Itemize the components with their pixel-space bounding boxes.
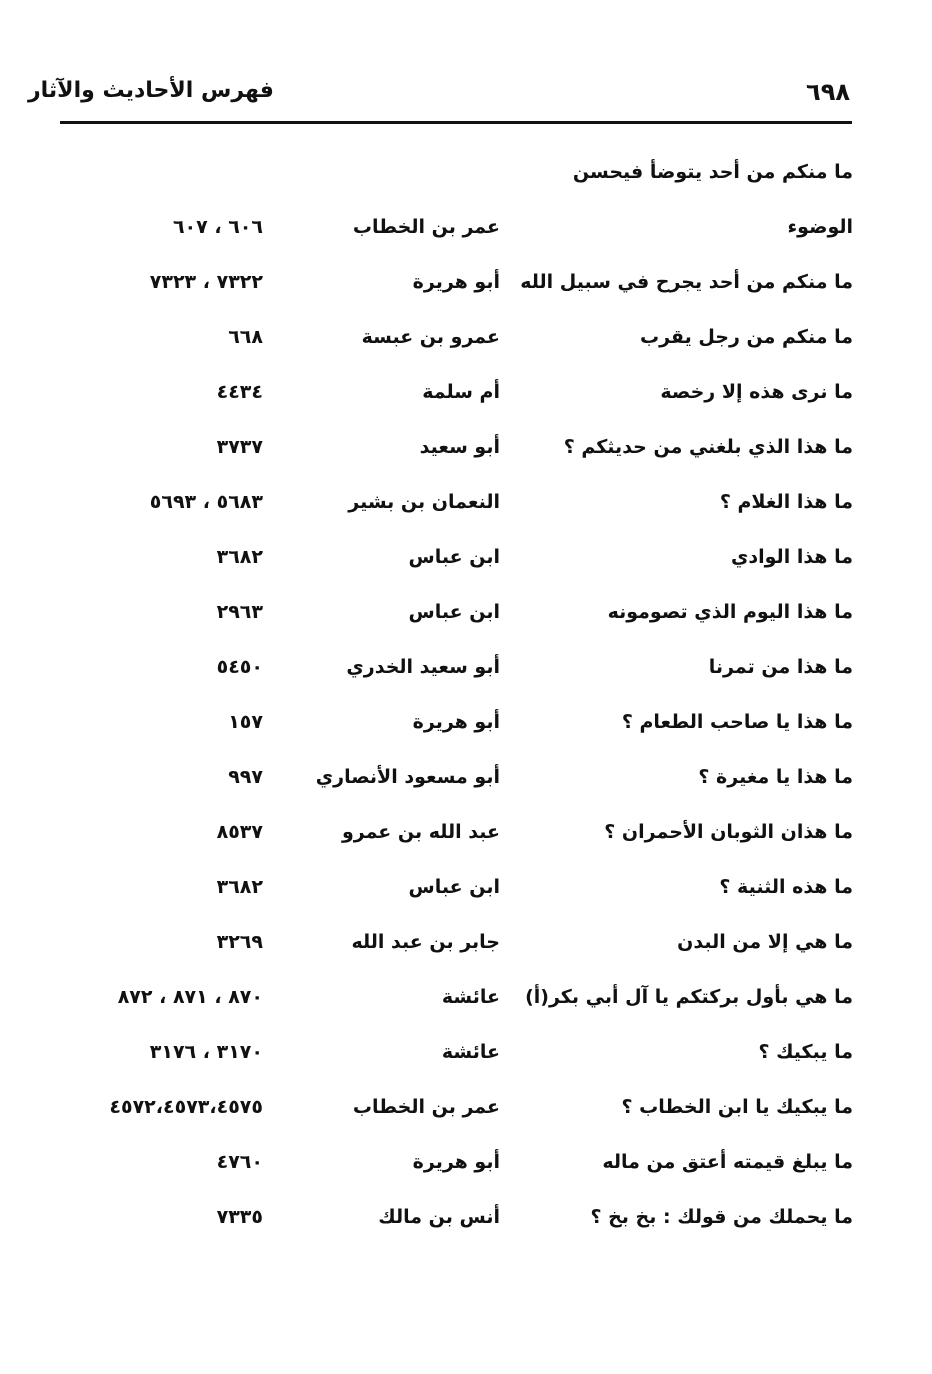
entry-text: ما هذا اليوم الذي تصومونه bbox=[607, 601, 853, 623]
entry-text: ما هذان الثوبان الأحمران ؟ bbox=[604, 821, 853, 843]
entry-refs: ٢٩٦٣ bbox=[216, 601, 263, 623]
entry-narrator: ابن عباس bbox=[408, 601, 500, 623]
index-entry: ما يبكيك ؟ عائشة ٣١٧٠ ، ٣١٧٦ bbox=[0, 1035, 932, 1075]
index-entry: الوضوء عمر بن الخطاب ٦٠٦ ، ٦٠٧ bbox=[0, 210, 932, 250]
entry-narrator: أم سلمة bbox=[422, 381, 500, 403]
entry-narrator: عمر بن الخطاب bbox=[352, 1096, 500, 1118]
entry-narrator: أبو هريرة bbox=[412, 711, 500, 733]
entry-narrator: عمرو بن عبسة bbox=[361, 326, 500, 348]
entry-narrator: أبو مسعود الأنصاري bbox=[315, 766, 500, 788]
entry-text: ما يبلغ قيمته أعتق من ماله bbox=[602, 1151, 853, 1173]
entry-refs: ٨٧٠ ، ٨٧١ ، ٨٧٢ bbox=[117, 986, 263, 1008]
entry-refs: ٦٠٦ ، ٦٠٧ bbox=[172, 216, 263, 238]
entry-narrator: عائشة bbox=[441, 1041, 500, 1063]
index-entry: ما هذا الوادي ابن عباس ٣٦٨٢ bbox=[0, 540, 932, 580]
entry-text: ما هذا يا صاحب الطعام ؟ bbox=[621, 711, 853, 733]
index-entry: ما هذه الثنية ؟ ابن عباس ٣٦٨٢ bbox=[0, 870, 932, 910]
entry-text: ما هذا الغلام ؟ bbox=[719, 491, 853, 513]
entry-refs: ٩٩٧ bbox=[228, 766, 263, 788]
entry-text: ما هذه الثنية ؟ bbox=[719, 876, 853, 898]
entry-text: ما هذا الوادي bbox=[730, 546, 853, 568]
entry-refs: ٧٣٢٢ ، ٧٣٢٣ bbox=[149, 271, 263, 293]
entry-refs: ٥٦٨٣ ، ٥٦٩٣ bbox=[149, 491, 263, 513]
entry-text: ما يبكيك ؟ bbox=[758, 1041, 853, 1063]
entry-text: ما منكم من رجل يقرب bbox=[640, 326, 853, 348]
index-entry: ما نرى هذه إلا رخصة أم سلمة ٤٤٣٤ bbox=[0, 375, 932, 415]
entry-text: ما منكم من أحد يجرح في سبيل الله bbox=[520, 271, 853, 293]
entry-refs: ١٥٧ bbox=[228, 711, 263, 733]
index-entry: ما هذان الثوبان الأحمران ؟ عبد الله بن عم… bbox=[0, 815, 932, 855]
entry-narrator: عمر بن الخطاب bbox=[352, 216, 500, 238]
entry-text: ما يبكيك يا ابن الخطاب ؟ bbox=[621, 1096, 853, 1118]
header-rule bbox=[60, 121, 852, 124]
index-entry: ما هذا الغلام ؟ النعمان بن بشير ٥٦٨٣ ، ٥٦٩… bbox=[0, 485, 932, 525]
index-entry: ما يبلغ قيمته أعتق من ماله أبو هريرة ٤٧٦٠ bbox=[0, 1145, 932, 1185]
entry-narrator: جابر بن عبد الله bbox=[351, 931, 501, 953]
entry-refs: ٤٤٣٤ bbox=[216, 381, 263, 403]
entry-refs: ٦٦٨ bbox=[228, 326, 263, 348]
entry-text: ما نرى هذه إلا رخصة bbox=[660, 381, 853, 403]
index-entry: ما هذا يا صاحب الطعام ؟ أبو هريرة ١٥٧ bbox=[0, 705, 932, 745]
entry-refs: ٥٤٥٠ bbox=[216, 656, 263, 678]
entry-narrator: عائشة bbox=[441, 986, 500, 1008]
entry-refs: ٤٧٦٠ bbox=[216, 1151, 263, 1173]
index-entry: ما هذا الذي بلغني من حديثكم ؟ أبو سعيد ٣٧٣… bbox=[0, 430, 932, 470]
entry-text: ما هي إلا من البدن bbox=[677, 931, 853, 953]
entry-text-line1: ما منكم من أحد يتوضأ فيحسن bbox=[572, 161, 853, 183]
entry-text: الوضوء bbox=[787, 216, 853, 238]
index-entry: ما يبكيك يا ابن الخطاب ؟ عمر بن الخطاب ٤٥٧… bbox=[0, 1090, 932, 1130]
entry-refs: ٣٧٣٧ bbox=[216, 436, 263, 458]
entry-text: ما هي بأول بركتكم يا آل أبي بكر(أ) bbox=[525, 986, 853, 1008]
entry-narrator: النعمان بن بشير bbox=[348, 491, 500, 513]
entry-text: ما هذا يا مغيرة ؟ bbox=[698, 766, 853, 788]
entry-refs: ٤٥٧٢،٤٥٧٣،٤٥٧٥ bbox=[109, 1096, 263, 1118]
entry-narrator: أبو هريرة bbox=[412, 271, 500, 293]
entry-refs: ٣٦٨٢ bbox=[216, 546, 263, 568]
entry-text: ما هذا الذي بلغني من حديثكم ؟ bbox=[563, 436, 853, 458]
entry-narrator: عبد الله بن عمرو bbox=[341, 821, 500, 843]
entry-narrator: أبو سعيد الخدري bbox=[346, 656, 500, 678]
page-number: ٦٩٨ bbox=[806, 78, 850, 106]
index-entry: ما هذا يا مغيرة ؟ أبو مسعود الأنصاري ٩٩٧ bbox=[0, 760, 932, 800]
entry-refs: ٣١٧٠ ، ٣١٧٦ bbox=[149, 1041, 263, 1063]
entry-continuation-line: ما منكم من أحد يتوضأ فيحسن bbox=[0, 155, 932, 195]
index-entry: ما هي إلا من البدن جابر بن عبد الله ٣٢٦٩ bbox=[0, 925, 932, 965]
index-entry: ما يحملك من قولك : بخ بخ ؟ أنس بن مالك ٧٣٣… bbox=[0, 1200, 932, 1240]
running-title: فهرس الأحاديث والآثار bbox=[28, 78, 274, 103]
entry-narrator: ابن عباس bbox=[408, 546, 500, 568]
index-entry: ما منكم من رجل يقرب عمرو بن عبسة ٦٦٨ bbox=[0, 320, 932, 360]
entry-narrator: ابن عباس bbox=[408, 876, 500, 898]
entry-refs: ٨٥٣٧ bbox=[216, 821, 263, 843]
entry-text: ما يحملك من قولك : بخ بخ ؟ bbox=[590, 1206, 853, 1228]
entry-narrator: أنس بن مالك bbox=[378, 1206, 500, 1228]
index-entry: ما هي بأول بركتكم يا آل أبي بكر(أ) عائشة ٨… bbox=[0, 980, 932, 1020]
entry-narrator: أبو سعيد bbox=[419, 436, 500, 458]
index-entry: ما منكم من أحد يجرح في سبيل الله أبو هرير… bbox=[0, 265, 932, 305]
entry-refs: ٧٣٣٥ bbox=[216, 1206, 263, 1228]
index-entry: ما هذا اليوم الذي تصومونه ابن عباس ٢٩٦٣ bbox=[0, 595, 932, 635]
entry-text: ما هذا من تمرنا bbox=[708, 656, 853, 678]
entry-refs: ٣٦٨٢ bbox=[216, 876, 263, 898]
entry-narrator: أبو هريرة bbox=[412, 1151, 500, 1173]
index-entry: ما هذا من تمرنا أبو سعيد الخدري ٥٤٥٠ bbox=[0, 650, 932, 690]
entry-refs: ٣٢٦٩ bbox=[216, 931, 263, 953]
